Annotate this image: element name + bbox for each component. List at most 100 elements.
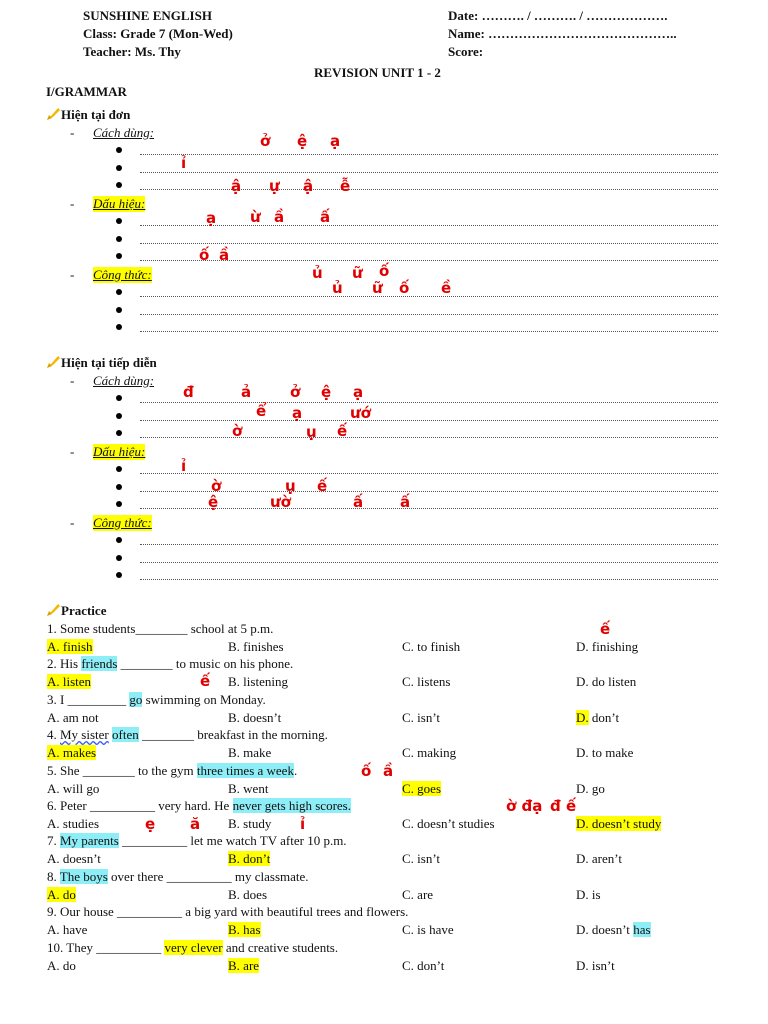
answer-line[interactable]	[140, 544, 718, 545]
option-B[interactable]: B. make	[228, 745, 271, 761]
option-D[interactable]: D. finishing	[576, 639, 638, 655]
option-A[interactable]: A. listen	[47, 674, 92, 690]
text-segment: ________ breakfast in the morning.	[138, 727, 328, 743]
option-C[interactable]: C. listens	[402, 674, 450, 690]
annotation-mark: ậ	[231, 177, 242, 195]
option-A[interactable]: A. do	[47, 958, 76, 974]
answer-line[interactable]	[140, 296, 718, 297]
annotation-mark: ă	[190, 815, 201, 833]
option-A[interactable]: A. studies	[47, 816, 99, 832]
option-C[interactable]: C. doesn’t studies	[402, 816, 495, 832]
option-B[interactable]: B. are	[228, 957, 260, 974]
option-B[interactable]: B. don’t	[228, 851, 271, 867]
annotation-mark: ỉ	[181, 154, 187, 172]
label-signs: Dấu hiệu:	[93, 444, 146, 460]
option-C[interactable]: C. making	[402, 745, 456, 761]
annotation-mark: ả	[241, 383, 252, 401]
option-D[interactable]: D. doesn’t study	[576, 816, 662, 832]
answer-line[interactable]	[140, 473, 718, 474]
annotation-mark: ạ	[206, 209, 217, 227]
answer-line[interactable]	[140, 419, 718, 421]
school-name: SUNSHINE ENGLISH	[83, 8, 212, 23]
list-dash: -	[70, 125, 75, 140]
option-B[interactable]: B. study	[228, 816, 271, 832]
answer-line[interactable]	[140, 490, 718, 492]
text-segment: A. have	[47, 922, 88, 938]
annotation-mark: ụ	[306, 423, 317, 441]
option-B[interactable]: B. went	[228, 781, 268, 797]
text-segment: __________ let me watch TV after 10 p.m.	[118, 833, 347, 849]
annotation-mark: đ	[183, 383, 194, 401]
answer-line[interactable]	[140, 402, 718, 403]
highlighted-text: The boys	[59, 868, 108, 884]
option-D[interactable]: D. doesn’t has	[576, 922, 651, 938]
bullet-icon	[116, 164, 122, 171]
option-D[interactable]: D. aren’t	[576, 851, 622, 867]
option-A[interactable]: A. doesn’t	[47, 851, 101, 867]
option-C[interactable]: C. are	[402, 887, 433, 903]
annotation-mark: ụ	[285, 477, 296, 495]
teacher-info: Teacher: Ms. Thy	[83, 44, 181, 59]
option-C[interactable]: C. to finish	[402, 639, 460, 655]
text-segment: swimming on Monday.	[142, 691, 266, 707]
option-B[interactable]: B. listening	[228, 674, 288, 690]
annotation-mark: ố	[379, 262, 390, 280]
annotation-mark: ủ	[312, 264, 323, 282]
option-A[interactable]: A. will go	[47, 781, 99, 797]
option-C[interactable]: C. don’t	[402, 958, 444, 974]
answer-line[interactable]	[140, 437, 718, 439]
option-D[interactable]: D. to make	[576, 745, 633, 761]
option-C[interactable]: C. isn’t	[402, 851, 440, 867]
annotation-mark: ố	[361, 762, 372, 780]
option-D[interactable]: D. don’t	[576, 709, 619, 726]
annotation-mark: ố	[199, 246, 210, 264]
bullet-icon	[116, 483, 122, 490]
answer-line[interactable]	[140, 171, 718, 173]
highlighted-text: go	[129, 691, 143, 707]
option-D[interactable]: D. is	[576, 887, 601, 903]
option-B[interactable]: B. does	[228, 887, 267, 903]
answer-line[interactable]	[140, 561, 718, 563]
option-C[interactable]: C. is have	[402, 922, 454, 938]
answer-line[interactable]	[140, 189, 718, 191]
option-D[interactable]: D. isn’t	[576, 958, 615, 974]
highlighted-text: A. listen	[47, 674, 92, 690]
option-D[interactable]: D. do listen	[576, 674, 636, 690]
highlighted-text: D. doesn’t study	[576, 816, 662, 831]
answer-line[interactable]	[140, 331, 718, 333]
class-info: Class: Grade 7 (Mon-Wed)	[83, 26, 233, 41]
option-A[interactable]: A. have	[47, 922, 87, 938]
annotation-mark: ầ	[383, 762, 394, 780]
option-C[interactable]: C. goes	[402, 780, 441, 797]
practice-heading: Practice	[46, 603, 106, 619]
bullet-icon	[116, 537, 122, 543]
option-B[interactable]: B. has	[228, 922, 261, 938]
answer-line[interactable]	[140, 242, 718, 244]
text-segment: C. listens	[402, 674, 451, 690]
answer-line[interactable]	[140, 225, 718, 226]
grammar-heading-text: Hiện tại tiếp diễn	[61, 355, 157, 370]
option-A[interactable]: A. do	[47, 886, 76, 903]
answer-line[interactable]	[140, 313, 718, 315]
text-segment: B. doesn’t	[228, 709, 282, 725]
answer-line[interactable]	[140, 579, 718, 581]
option-A[interactable]: A. am not	[47, 710, 99, 726]
annotation-mark: ờ đạ	[506, 797, 543, 815]
option-C[interactable]: C. isn’t	[402, 710, 440, 726]
answer-line[interactable]	[140, 508, 718, 510]
answer-line[interactable]	[140, 154, 718, 155]
text-segment: and creative students.	[222, 939, 339, 955]
answer-line[interactable]	[140, 260, 718, 262]
option-B[interactable]: B. doesn’t	[228, 710, 281, 726]
annotation-mark: ậ	[303, 177, 314, 195]
label-usage: Cách dùng:	[93, 373, 155, 388]
text-segment: .	[293, 762, 298, 778]
option-A[interactable]: A. makes	[47, 745, 97, 761]
option-A[interactable]: A. finish	[47, 639, 93, 655]
question-7: 7. My parents __________ let me watch TV…	[47, 833, 347, 849]
option-B[interactable]: B. finishes	[228, 639, 284, 655]
option-D[interactable]: D. go	[576, 781, 605, 797]
annotation-mark: ể	[256, 402, 267, 420]
annotation-mark: ế	[600, 620, 611, 638]
text-segment: D. do listen	[576, 674, 637, 690]
